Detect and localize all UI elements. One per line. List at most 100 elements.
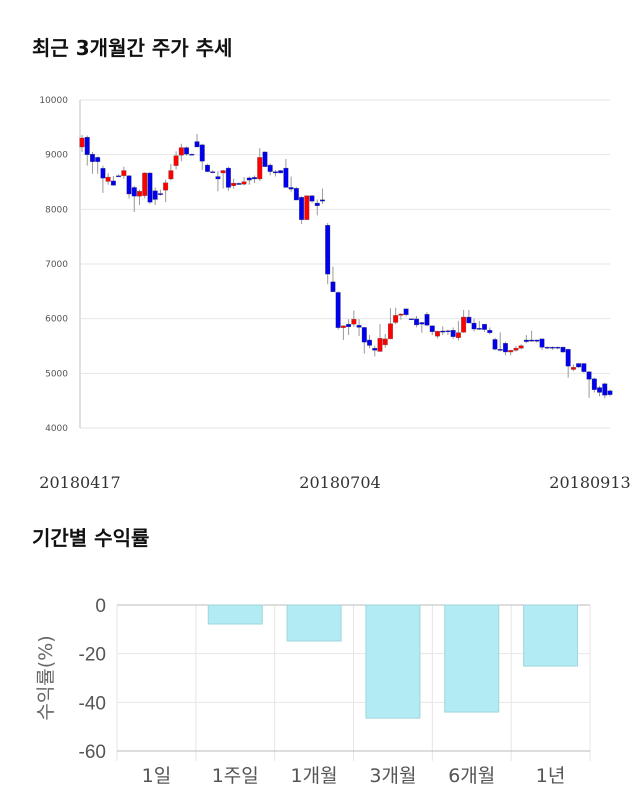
candle-body [225, 167, 231, 188]
candle-body [283, 167, 289, 188]
candle-body [429, 325, 435, 332]
candle-body [492, 339, 498, 350]
candle-body [95, 157, 101, 162]
y-tick-label: 5000 [45, 369, 68, 379]
candle-body [100, 168, 106, 179]
candle-body [586, 371, 592, 380]
candle-body [408, 318, 414, 321]
candle-body [325, 225, 331, 275]
candle-body [105, 176, 111, 182]
candle-body [555, 346, 561, 349]
candle-body [414, 318, 420, 326]
x-tick-label: 1주일 [212, 765, 259, 787]
y-tick-label: 0 [95, 596, 106, 617]
candle-body [215, 176, 221, 180]
candle-body [581, 363, 587, 372]
x-tick-label: 1일 [142, 765, 172, 787]
candle-body [262, 151, 268, 167]
y-axis-label: 수익률(%) [35, 635, 57, 720]
candle-body [340, 325, 346, 328]
candle-body [534, 339, 540, 342]
y-tick-label: 7000 [45, 260, 68, 270]
candle-body [570, 367, 576, 370]
candle-body [178, 147, 184, 156]
candle-body [84, 137, 90, 155]
candle-body [351, 319, 357, 325]
candle-body [335, 292, 341, 328]
bar [444, 604, 500, 713]
candle-body [393, 315, 399, 323]
candle-body [471, 322, 477, 330]
y-tick-label: 8000 [45, 205, 68, 215]
candle-body [424, 314, 430, 326]
candle-body [241, 181, 247, 185]
candle-body [482, 323, 487, 330]
y-tick-label: -60 [79, 742, 106, 763]
candle-body [304, 195, 310, 220]
y-tick-label: 4000 [45, 424, 68, 434]
candle-body [210, 171, 216, 173]
x-tick-label: 3개월 [369, 765, 416, 787]
candle-body [377, 338, 383, 352]
bar [286, 604, 342, 642]
bar [207, 604, 263, 625]
x-tick-label: 1개월 [291, 765, 338, 787]
x-tick-label: 6개월 [448, 765, 495, 787]
candle-body [157, 193, 163, 195]
y-tick-label: 10000 [39, 96, 68, 106]
candle-body [476, 328, 482, 330]
candle-body [199, 144, 205, 162]
stock-trend-title: 최근 3개월간 주가 추세 [32, 36, 233, 60]
candle-body [346, 323, 352, 328]
candle-body [163, 182, 169, 191]
candle-body [330, 281, 336, 293]
x-tick-label: 20180913 [549, 473, 630, 492]
y-tick-label: -20 [79, 645, 106, 666]
bar [523, 604, 579, 667]
candle-body [309, 195, 315, 202]
candle-body [466, 316, 472, 324]
candle-body [121, 170, 127, 176]
y-tick-label: 9000 [45, 151, 68, 161]
candle-body [220, 170, 226, 174]
candle-body [288, 187, 294, 190]
x-tick-label: 20180704 [299, 473, 380, 492]
candle-body [142, 172, 148, 196]
candle-body [518, 345, 524, 349]
candle-body [602, 383, 608, 396]
candle-body [440, 330, 446, 333]
candle-body [90, 153, 95, 162]
bar [365, 604, 421, 719]
x-tick-label: 1년 [536, 765, 566, 787]
candle-body [445, 330, 451, 333]
candle-body [367, 339, 372, 346]
candle-body [419, 322, 425, 325]
y-tick-label: -40 [79, 693, 106, 714]
candle-body [194, 141, 200, 148]
candle-body [147, 172, 153, 203]
candle-body [205, 164, 210, 172]
y-tick-label: 6000 [45, 315, 68, 325]
candle-body [361, 327, 367, 343]
candle-body [168, 170, 174, 180]
candle-body [272, 171, 278, 174]
candle-body [252, 177, 257, 180]
candle-body [398, 313, 404, 316]
candle-body [497, 349, 503, 351]
candle-body [550, 346, 555, 349]
candle-body [523, 339, 529, 342]
candle-body [576, 363, 582, 368]
candle-body [246, 177, 252, 181]
candle-body [461, 316, 467, 333]
candle-body [597, 387, 602, 393]
candle-body [435, 331, 440, 337]
candle-body [508, 350, 514, 353]
candle-body [173, 155, 179, 166]
candle-body [382, 338, 388, 346]
candle-body [450, 329, 456, 337]
candle-body [231, 182, 237, 186]
candle-body [455, 332, 461, 338]
candle-body [544, 346, 550, 349]
candle-body [565, 349, 571, 367]
candle-body [372, 348, 378, 351]
